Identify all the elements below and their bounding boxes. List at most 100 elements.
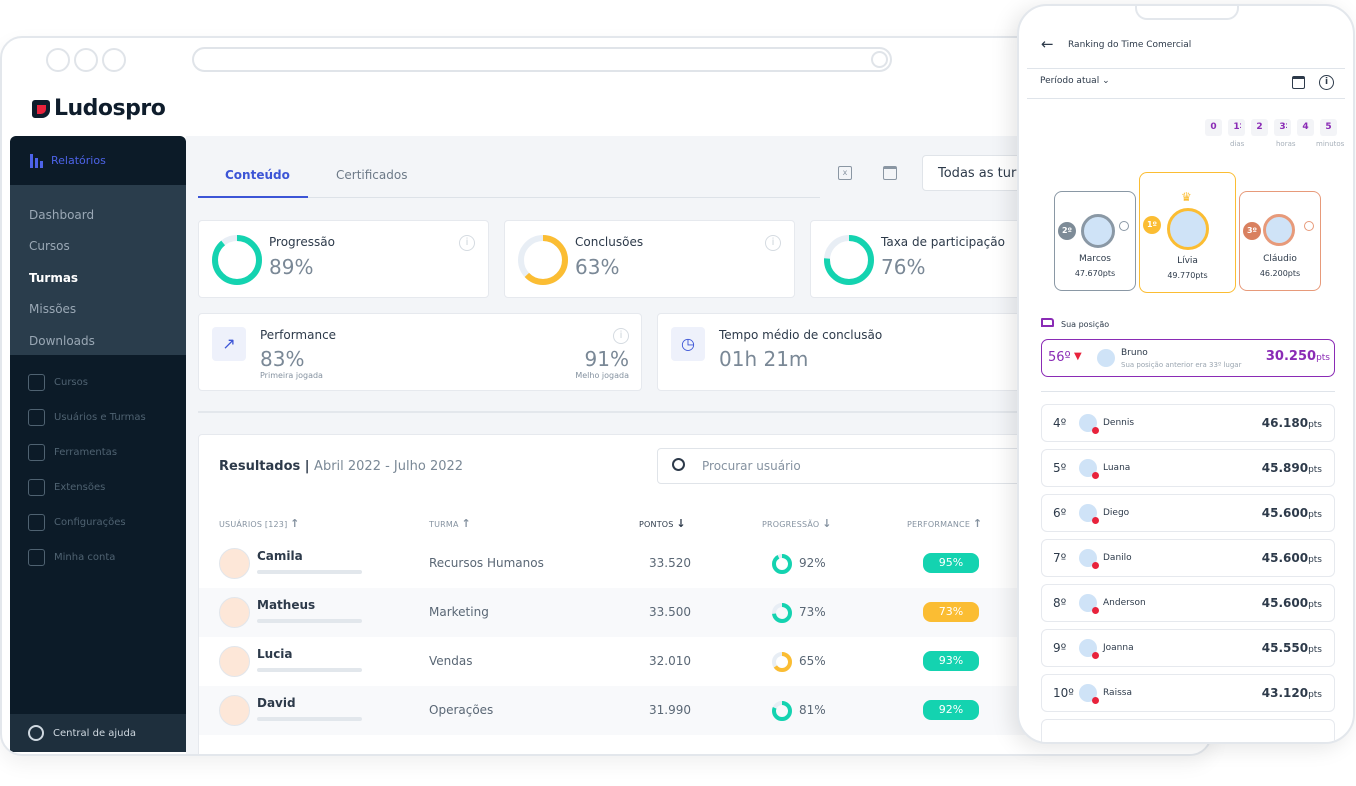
logo-text: Ludospro [54,96,166,121]
user-name: Matheus [257,598,316,612]
rank-points: 45.890pts [1262,461,1322,475]
submenu-item[interactable]: Missões [29,302,77,317]
user-progress: 65% [799,654,826,668]
tab-conteudo[interactable]: Conteúdo [225,168,290,182]
clock-icon: ◷ [671,327,705,361]
col-performance[interactable]: PERFORMANCE ↑ [907,517,983,530]
user-progress-bar [257,668,362,672]
star-icon [28,444,45,461]
rank-name: Danilo [1103,553,1132,563]
user-progress: 92% [799,556,826,570]
ranking-row[interactable]: 4º Dennis 46.180pts [1041,404,1335,442]
address-bar[interactable] [192,47,892,72]
sidebar-item-relatorios[interactable]: Relatórios [10,136,186,185]
period-dropdown[interactable]: Período atual ⌄ [1040,76,1110,86]
avatar [1079,594,1099,614]
card-value: 01h 21m [719,347,809,371]
excel-export-icon[interactable]: x [838,166,852,180]
reload-icon[interactable] [871,51,888,68]
results-period: Abril 2022 - Julho 2022 [314,459,464,474]
rank-name: Anderson [1103,598,1146,608]
col-label: PONTOS [639,520,674,529]
sidebar-item[interactable]: Minha conta [10,540,186,575]
tab-certificados[interactable]: Certificados [336,168,408,182]
sidebar-item[interactable]: Usuários e Turmas [10,400,186,435]
calendar-icon[interactable] [1292,76,1305,89]
info-icon[interactable]: i [613,328,629,344]
user-progress-bar [257,619,362,623]
progress-donut [772,603,792,623]
podium-points: 46.200pts [1259,269,1301,278]
user-progress: 81% [799,703,826,717]
window-maximize-button[interactable] [102,48,126,72]
window-close-button[interactable] [46,48,70,72]
progress-donut [772,652,792,672]
sidebar-item[interactable]: Extensões [10,470,186,505]
ranking-row-partial [1041,719,1335,742]
sidebar-item[interactable]: Ferramentas [10,435,186,470]
sidebar-item[interactable]: Cursos [10,365,186,400]
avatar [219,597,250,628]
submenu-item[interactable]: Dashboard [29,207,95,222]
avatar [1081,214,1115,248]
podium-points: 47.670pts [1074,269,1116,278]
col-turma[interactable]: TURMA ↑ [429,517,471,530]
logo-mark-icon [32,99,50,118]
info-icon[interactable]: i [1319,75,1334,90]
timer-separator: : [1285,121,1289,131]
divider [1027,68,1345,69]
ranking-row[interactable]: 6º Diego 45.600pts [1041,494,1335,532]
rank-points: 43.120pts [1262,686,1322,700]
help-center-link[interactable]: Central de ajuda [10,714,186,752]
ranking-row[interactable]: 9º Joanna 45.550pts [1041,629,1335,667]
info-icon[interactable]: i [459,235,475,251]
sidebar-item[interactable]: Configurações [10,505,186,540]
window-minimize-button[interactable] [74,48,98,72]
active-tab-indicator [198,196,308,198]
first-play-value: 83% [260,347,305,371]
rank-points-value: 43.120 [1261,686,1309,700]
col-label: PROGRESSÃO [762,520,820,529]
col-progressao[interactable]: PROGRESSÃO ↓ [762,517,832,530]
podium-rank: 1º [1143,216,1161,234]
user-search-input[interactable]: Procurar usuário [657,448,1027,484]
sidebar-item-label: Usuários e Turmas [54,412,146,423]
rank-position: 5º [1053,461,1067,475]
ranking-row[interactable]: 10º Raissa 43.120pts [1041,674,1335,712]
podium-card[interactable]: ♛ 1º Lívia 49.770pts [1139,172,1236,293]
submenu-item[interactable]: Downloads [29,333,95,348]
back-arrow-icon[interactable]: ← [1041,35,1054,53]
col-usuarios[interactable]: USUÁRIOS [123] ↑ [219,517,300,530]
ranking-row[interactable]: 7º Danilo 45.600pts [1041,539,1335,577]
info-icon[interactable]: i [765,235,781,251]
chevron-down-icon: ⌄ [1102,76,1110,86]
book-icon [28,374,45,391]
table-row[interactable]: Lucia Vendas 32.010 65% 93% [199,637,1210,686]
rank-name: Dennis [1103,418,1135,428]
table-row[interactable]: Camila Recursos Humanos 33.520 92% 95% [199,539,1210,588]
avatar [1097,349,1115,367]
my-position-row[interactable]: 56º ▼ Bruno Sua posição anterior era 33º… [1041,339,1335,377]
users-icon [28,409,45,426]
podium-card[interactable]: 2º Marcos 47.670pts [1054,191,1136,291]
flag-icon [1041,318,1054,327]
ranking-row[interactable]: 5º Luana 45.890pts [1041,449,1335,487]
performance-badge: 73% [923,602,979,622]
rank-points-value: 45.600 [1261,551,1309,565]
timer-digit: 2 [1251,119,1268,136]
divider [1027,98,1345,99]
reports-submenu: Dashboard Cursos Turmas Missões Downloads [10,185,186,355]
podium-card[interactable]: 3º Cláudio 46.200pts [1239,191,1321,291]
rank-points: 45.550pts [1262,641,1322,655]
submenu-item[interactable]: Turmas [29,270,79,285]
ranking-row[interactable]: 8º Anderson 45.600pts [1041,584,1335,622]
user-points: 33.500 [649,605,691,619]
calendar-icon[interactable] [883,166,897,180]
submenu-item[interactable]: Cursos [29,239,70,254]
rank-position: 8º [1053,596,1067,610]
col-pontos[interactable]: PONTOS ↓ [639,517,686,530]
rank-name: Raissa [1103,688,1132,698]
rank-points-unit: pts [1308,510,1322,520]
card-title: Conclusões [575,235,644,249]
card-conclusoes: Conclusões 63% i [504,220,795,298]
